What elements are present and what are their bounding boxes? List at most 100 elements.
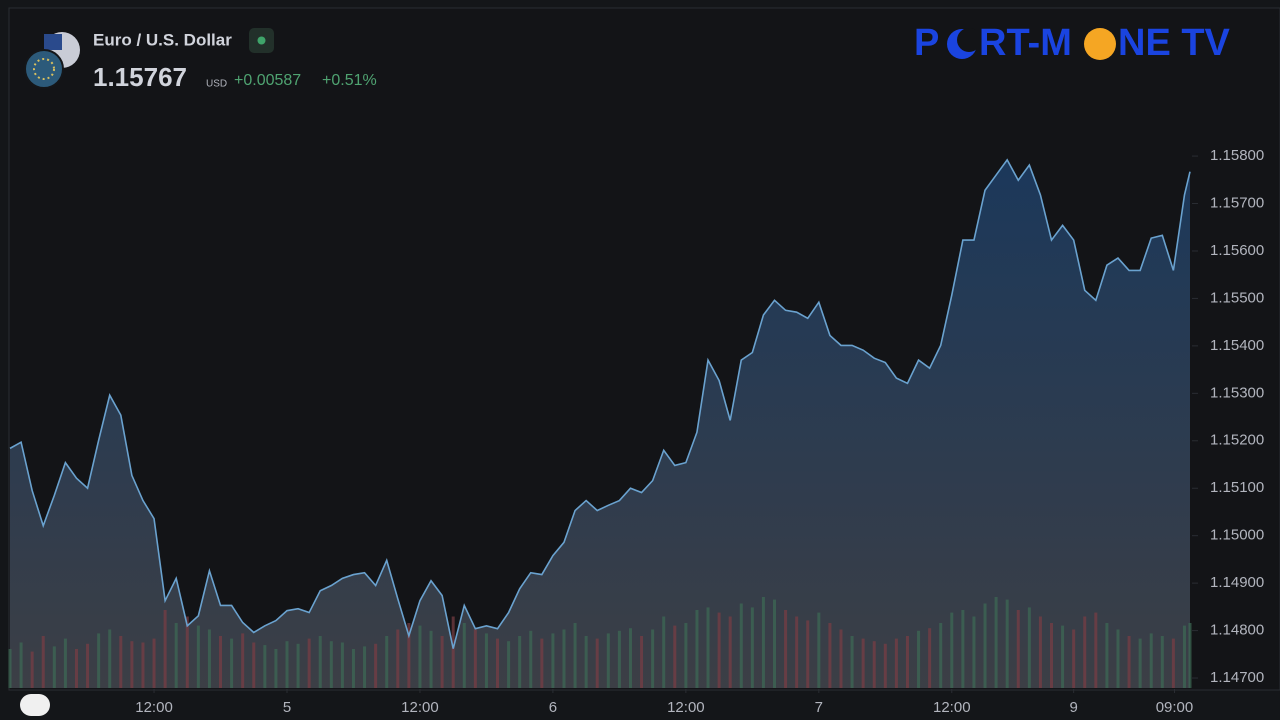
volume-bar (307, 638, 311, 688)
y-tick-label: 1.15800 (1210, 147, 1264, 164)
change: +0.00587 (234, 72, 301, 89)
volume-bar (861, 638, 865, 688)
eu-stars (33, 58, 55, 80)
volume-bar (163, 610, 167, 688)
volume-bar (817, 612, 821, 688)
volume-bar (894, 638, 898, 688)
volume-bar (1188, 623, 1192, 688)
volume-bar (285, 641, 289, 688)
x-tick-label: 12:00 (667, 699, 705, 716)
volume-bar (728, 616, 732, 688)
volume-bar (1050, 623, 1054, 688)
volume-bar (484, 633, 488, 688)
volume-bar (961, 610, 965, 688)
y-tick-label: 1.15100 (1210, 479, 1264, 496)
volume-bar (1005, 599, 1009, 688)
volume-bar (651, 629, 655, 688)
volume-bar (1149, 633, 1153, 688)
volume-bar (8, 649, 12, 688)
volume-bar (684, 623, 688, 688)
volume-bar (573, 623, 577, 688)
volume-bar (972, 616, 976, 688)
eu-flag (24, 49, 64, 89)
volume-bar (761, 597, 765, 688)
volume-bar (1016, 610, 1020, 688)
volume-bar (983, 603, 987, 688)
volume-bar (241, 633, 245, 688)
y-tick-label: 1.15300 (1210, 384, 1264, 401)
volume-bar (883, 643, 887, 688)
volume-bar (108, 629, 112, 688)
volume-bar (584, 636, 588, 688)
volume-bar (119, 636, 123, 688)
volume-bar (1171, 638, 1175, 688)
x-tick-label: 12:00 (933, 699, 971, 716)
logo-part: RT-M (979, 22, 1072, 64)
volume-bar (63, 638, 67, 688)
volume-bar (872, 641, 876, 688)
volume-bar (152, 638, 156, 688)
volume-bar (1138, 638, 1142, 688)
volume-bar (374, 643, 378, 688)
symbol: Euro / U.S. Dollar (93, 30, 232, 49)
y-tick-label: 1.14800 (1210, 622, 1264, 639)
volume-bar (230, 638, 234, 688)
y-tick-label: 1.15400 (1210, 337, 1264, 354)
x-tick-label: 5 (283, 699, 291, 716)
volume-bar (263, 645, 267, 688)
area (10, 159, 1190, 689)
logo-part: NE TV (1118, 22, 1231, 64)
volume-bar (939, 623, 943, 688)
x-tick-label: 6 (549, 699, 557, 716)
volume-bar (551, 633, 555, 688)
volume-bar (185, 616, 189, 688)
volume-bar (662, 616, 666, 688)
volume-bar (706, 607, 710, 688)
volume-bar (507, 641, 511, 688)
status-dot (257, 36, 266, 45)
volume-bar (207, 629, 211, 688)
volume-bar (1116, 629, 1120, 688)
x-tick-label: 9 (1069, 699, 1077, 716)
y-tick-label: 1.15000 (1210, 527, 1264, 544)
volume-bar (518, 636, 522, 688)
volume-bar (529, 630, 533, 688)
volume-bar (19, 642, 23, 688)
logo-sun (1084, 28, 1116, 60)
volume-bar (994, 597, 998, 688)
volume-bar (739, 603, 743, 688)
volume-bar (74, 649, 78, 688)
us-flag-canton (44, 34, 62, 50)
volume-bar (1127, 636, 1131, 688)
volume-bar (219, 636, 223, 688)
currency: USD (206, 79, 227, 90)
volume-bar (385, 636, 389, 688)
x-tick-label: 09:00 (1156, 699, 1194, 716)
x-tick-label: 12:00 (135, 699, 173, 716)
volume-bar (695, 610, 699, 688)
volume-bar (1182, 625, 1186, 688)
change-pct: +0.51% (322, 72, 377, 89)
volume-bar (52, 646, 56, 688)
volume-bar (928, 628, 932, 688)
y-tick-label: 1.14700 (1210, 669, 1264, 686)
volume-bar (1094, 612, 1098, 688)
y-tick-label: 1.15700 (1210, 194, 1264, 211)
volume-bar (795, 616, 799, 688)
volume-bar (1038, 616, 1042, 688)
volume-bar (839, 629, 843, 688)
volume-bar (30, 651, 34, 688)
volume-bar (429, 630, 433, 688)
volume-bar (750, 607, 754, 688)
volume-bar (1083, 616, 1087, 688)
volume-bar (917, 630, 921, 688)
volume-bar (806, 620, 810, 688)
volume-bar (363, 646, 367, 688)
volume-bar (41, 636, 45, 688)
volume-bar (773, 599, 777, 688)
volume-bar (451, 616, 455, 688)
volume-bar (329, 641, 333, 688)
y-tick-label: 1.15500 (1210, 289, 1264, 306)
volume-bar (628, 628, 632, 688)
